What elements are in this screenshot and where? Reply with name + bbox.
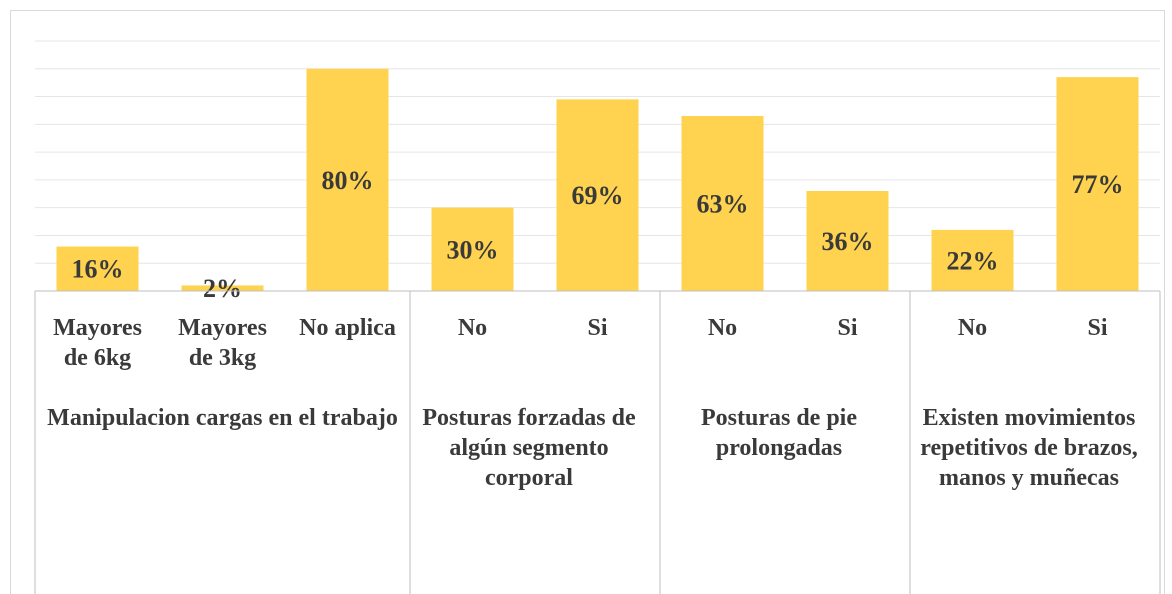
- data-label: 22%: [947, 246, 999, 275]
- category-label: Mayores de 3kg: [178, 315, 267, 371]
- data-label: 63%: [697, 189, 749, 218]
- bar: [806, 191, 889, 291]
- bar: [556, 99, 639, 291]
- chart-border: [10, 10, 1165, 594]
- category-label: Si: [587, 315, 608, 341]
- group-label: Existen movimientos repetitivos de brazo…: [920, 405, 1138, 491]
- data-label: 36%: [822, 227, 874, 256]
- group-label: Posturas forzadas de algún segmento corp…: [422, 405, 636, 491]
- bar: [306, 68, 389, 292]
- bar: [681, 116, 764, 291]
- category-label: Mayores de 6kg: [53, 315, 142, 371]
- group-label: Manipulacion cargas en el trabajo: [47, 405, 398, 431]
- data-label: 77%: [1072, 170, 1124, 199]
- bar: [431, 207, 514, 291]
- category-label: No: [957, 315, 988, 341]
- bar: [181, 285, 264, 291]
- bar: [931, 229, 1014, 291]
- group-label: Posturas de pie prolongadas: [701, 405, 857, 461]
- data-label: 16%: [72, 255, 124, 284]
- category-label: Si: [837, 315, 858, 341]
- category-label: No: [707, 315, 738, 341]
- bar: [56, 246, 139, 291]
- data-label: 2%: [203, 274, 242, 303]
- category-label: No aplica: [299, 315, 396, 341]
- data-label: 80%: [322, 166, 374, 195]
- bar: [1056, 77, 1139, 291]
- category-label: Si: [1087, 315, 1108, 341]
- data-label: 30%: [447, 235, 499, 264]
- data-label: 69%: [572, 181, 624, 210]
- category-label: No: [457, 315, 488, 341]
